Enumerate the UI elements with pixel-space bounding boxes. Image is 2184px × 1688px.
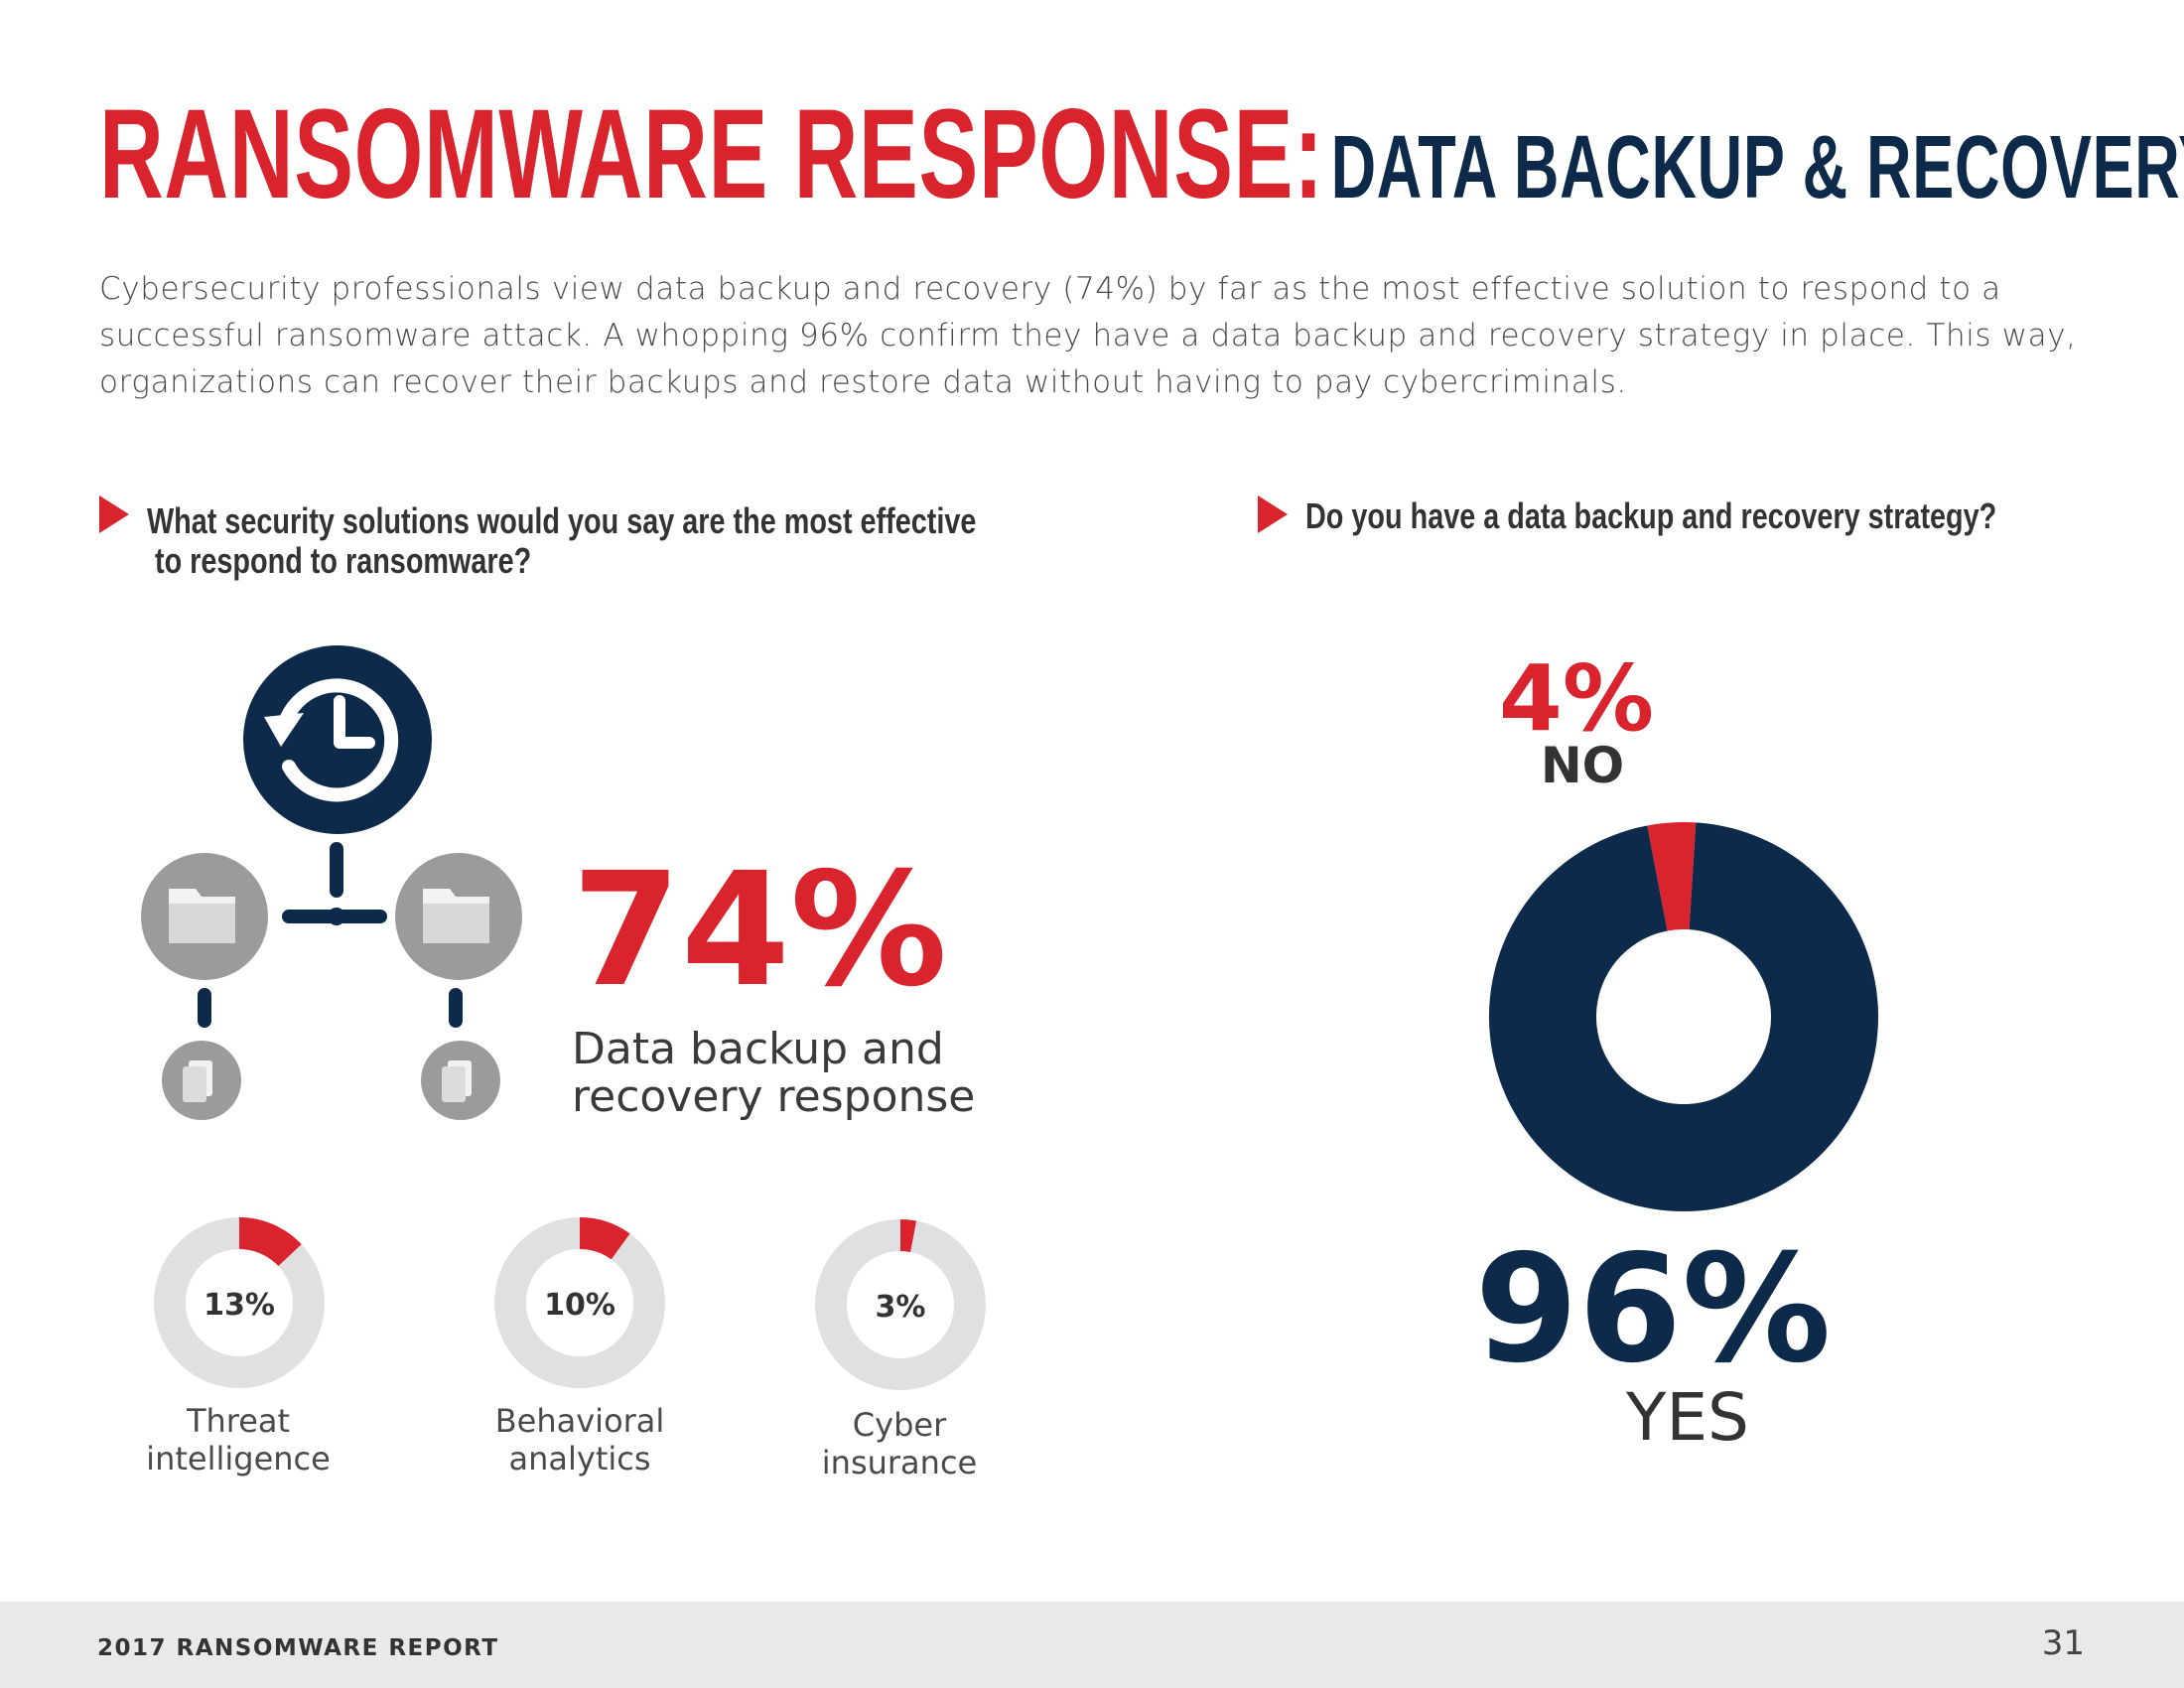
donut-segment-behavioral-analytics [580,1217,630,1260]
backup-diagram [141,645,522,1120]
yes-label: YES [1625,1379,1749,1456]
donut-value-behavioral-analytics: 10% [544,1288,615,1323]
backup-strategy-donut-chart: 4%NO 96%YES [1474,645,1878,1456]
page-title: RANSOMWARE RESPONSE: DATA BACKUP & RECOV… [99,91,2184,218]
donut-segment-threat-intelligence [239,1217,302,1267]
footer: 2017 RANSOMWARE REPORT 31 [0,1602,2184,1688]
yes-percent: 96% [1474,1223,1831,1396]
question-arrow-icon [1258,495,1288,533]
donut-value-threat-intelligence: 13% [204,1288,275,1323]
page-number: 31 [2041,1623,2085,1663]
document-icon [421,1041,500,1120]
intro-paragraph: Cybersecurity professionals view data ba… [99,271,2077,400]
document-icon [162,1041,241,1120]
donut-value-cyber-insurance: 3% [876,1290,926,1325]
left-question: What security solutions would you say ar… [147,500,977,581]
donut-label-behavioral-analytics: Behavioral analytics [494,1402,665,1477]
page-title-sub: DATA BACKUP & RECOVERY [1330,118,2184,217]
backup-clock-icon [243,645,432,834]
no-label: NO [1541,737,1624,794]
headline-percent: 74% [572,839,948,1022]
donut-segment-cyber-insurance [900,1219,917,1252]
small-donut-charts: 13% 10% 3% [154,1217,986,1390]
right-question: Do you have a data backup and recovery s… [1305,495,1997,536]
donut-slice-yes [1489,822,1878,1211]
folder-icon [141,853,268,980]
donut-label-threat-intelligence: Threat intelligence [146,1402,331,1477]
folder-icon [395,853,522,980]
footer-report-name: 2017 RANSOMWARE REPORT [97,1635,499,1661]
page-title-main: RANSOMWARE RESPONSE: [99,83,1324,225]
headline-label: Data backup and recovery response [572,1024,976,1122]
donut-label-cyber-insurance: Cyber insurance [821,1406,978,1481]
question-arrow-icon [99,495,129,533]
donut-slice-no [1647,822,1697,931]
no-percent: 4% [1499,645,1654,752]
